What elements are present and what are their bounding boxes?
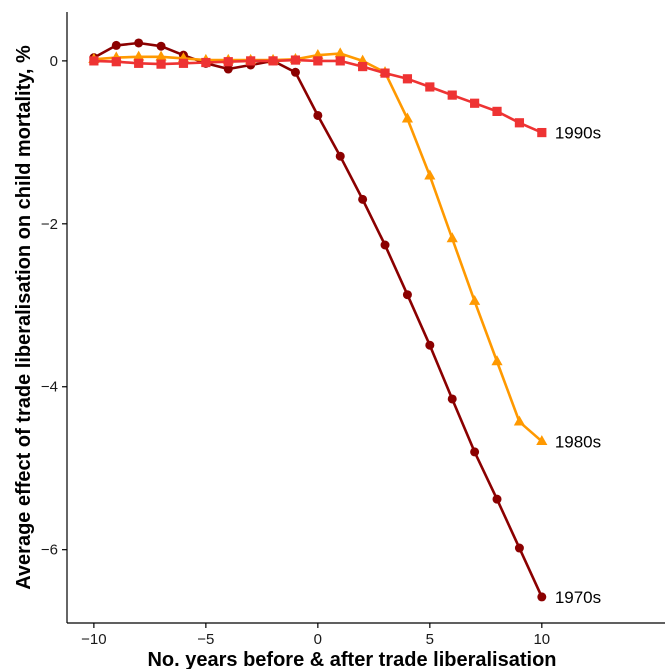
data-point [537,127,547,138]
data-point [492,106,502,116]
data-point [134,58,144,68]
series-label-1970s: 1970s [555,588,601,607]
x-axis-title: No. years before & after trade liberalis… [147,649,556,669]
data-point [201,57,211,68]
axes [66,12,665,624]
data-point [401,112,414,123]
y-tick-label: 0 [50,53,58,70]
data-point [133,50,145,61]
data-point [402,290,412,300]
data-point [178,58,189,68]
data-point [335,56,345,66]
data-point [335,151,345,161]
data-point [290,55,301,65]
data-point [111,40,121,50]
y-tick-label: −2 [41,216,58,233]
data-point [156,59,166,69]
data-point [446,232,458,243]
y-tick-label: −6 [41,542,58,559]
data-point [313,110,323,120]
series-1970s [89,38,547,602]
data-point [492,494,502,504]
data-point [313,56,323,66]
data-point [155,50,167,61]
series-line-1970s [93,41,543,598]
y-tick-label: −4 [41,379,58,396]
data-point [470,447,480,457]
data-point [223,64,233,74]
data-point [537,592,547,602]
data-point [447,394,457,404]
data-point [425,82,435,92]
x-tick-label: 5 [426,631,434,648]
data-point [223,57,233,67]
data-point [424,169,436,180]
data-point [290,67,300,77]
data-point [246,56,256,66]
data-point [469,295,481,305]
data-point [491,355,503,366]
data-point [89,56,99,66]
data-point [358,194,368,204]
x-tick-label: 0 [314,631,322,648]
series-label-1990s: 1990s [555,124,601,143]
data-point [514,118,525,128]
data-point [134,38,144,48]
data-point [334,47,346,58]
data-point [111,57,121,67]
data-point [425,340,435,350]
data-point [402,74,413,84]
data-point [536,435,548,446]
series-label-1980s: 1980s [555,432,601,451]
x-tick-label: −10 [81,631,106,648]
y-axis-title: Average effect of trade liberalisation o… [13,45,35,590]
x-tick-label: 10 [533,631,550,648]
x-tick-label: −5 [197,631,214,648]
data-point [358,61,368,72]
data-point [447,90,457,100]
series-1990s [89,55,547,138]
data-point [156,41,166,51]
data-point [513,415,525,426]
data-point [380,68,390,78]
data-point [514,543,524,553]
data-point [268,56,278,66]
data-point [380,240,390,250]
series-line-1990s [93,58,543,134]
data-point [470,98,480,108]
